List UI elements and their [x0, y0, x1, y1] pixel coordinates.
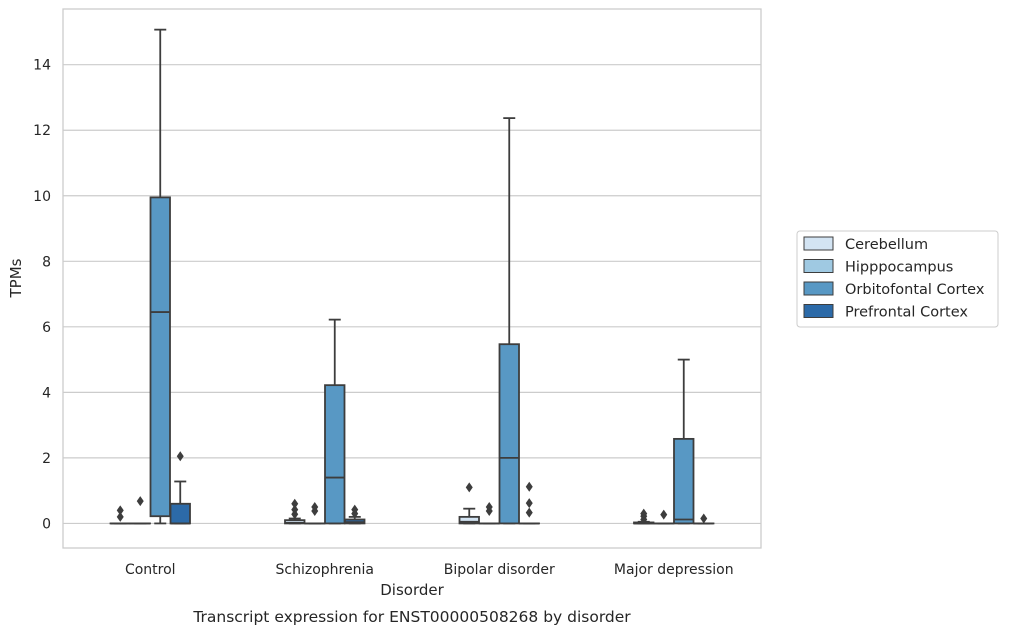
y-tick-label: 8 — [42, 254, 51, 270]
box-cerebellum — [284, 498, 306, 525]
outlier-point — [351, 504, 359, 515]
outlier-point — [176, 451, 184, 462]
legend: Cerebellum Hipppocampus Orbitofontal Corte… — [796, 230, 999, 328]
y-tick-label: 10 — [33, 189, 51, 205]
outlier-point — [291, 498, 299, 509]
outlier-point — [116, 505, 124, 516]
legend-label: Prefrontal Cortex — [845, 305, 968, 321]
box-body — [169, 502, 191, 525]
outlier-point — [136, 496, 144, 507]
y-tick-label: 2 — [42, 451, 51, 467]
outlier-point — [525, 498, 533, 509]
box-orbitofontal-cortex — [673, 358, 695, 525]
box-orbitofontal-cortex — [149, 28, 171, 525]
x-tick-label: Bipolar disorder — [444, 562, 555, 578]
legend-swatch — [803, 236, 834, 251]
x-tick-label: Major depression — [614, 562, 734, 578]
legend-label: Orbitofontal Cortex — [845, 282, 985, 298]
outlier-point — [525, 507, 533, 518]
x-axis-ticks: Control Schizophrenia Bipolar disorder Majo… — [125, 562, 734, 578]
outlier-point — [291, 504, 299, 515]
legend-label: Hipppocampus — [845, 260, 953, 276]
plot-frame — [62, 8, 762, 549]
box-prefrontal-cortex — [169, 451, 191, 525]
x-tick-label: Schizophrenia — [276, 562, 374, 578]
box-body — [498, 343, 520, 525]
legend-label: Cerebellum — [845, 237, 928, 253]
y-tick-label: 12 — [33, 123, 51, 139]
legend-swatch — [803, 259, 834, 273]
box-prefrontal-cortex — [344, 504, 366, 525]
outlier-point — [700, 513, 708, 524]
chart-caption: Transcript expression for ENST0000050826… — [192, 608, 631, 626]
y-tick-label: 4 — [42, 385, 51, 401]
outlier-point — [116, 511, 124, 522]
box-cerebellum — [109, 505, 131, 525]
x-axis-label: Disorder — [380, 581, 444, 599]
outlier-point — [525, 481, 533, 492]
outlier-point — [465, 482, 473, 493]
outlier-point — [660, 509, 668, 520]
outlier-point — [311, 502, 319, 513]
box-hipppocampus — [478, 502, 500, 525]
y-axis-ticks: 0 2 4 6 8 10 12 14 — [33, 58, 51, 533]
box-cerebellum — [458, 482, 480, 525]
box-prefrontal-cortex — [693, 513, 715, 525]
legend-swatch — [803, 304, 834, 318]
y-tick-label: 6 — [42, 320, 51, 336]
outlier-point — [640, 508, 648, 519]
box-hipppocampus — [304, 502, 326, 525]
box-body — [673, 437, 695, 525]
y-axis-label: TPMs — [7, 258, 25, 298]
y-tick-label: 0 — [42, 516, 51, 532]
box-prefrontal-cortex — [518, 481, 540, 525]
y-tick-label: 14 — [33, 58, 51, 74]
box-plot-marks — [109, 28, 715, 525]
box-body — [324, 384, 346, 525]
legend-swatch — [803, 281, 834, 296]
box-cerebellum — [633, 508, 655, 525]
box-hipppocampus — [129, 496, 151, 525]
box-body — [458, 515, 480, 525]
outlier-point — [485, 502, 493, 513]
box-orbitofontal-cortex — [324, 318, 346, 525]
box-body — [149, 196, 171, 518]
box-orbitofontal-cortex — [498, 117, 520, 525]
x-tick-label: Control — [125, 562, 176, 578]
box-hipppocampus — [653, 509, 675, 525]
legend-frame — [796, 230, 999, 328]
